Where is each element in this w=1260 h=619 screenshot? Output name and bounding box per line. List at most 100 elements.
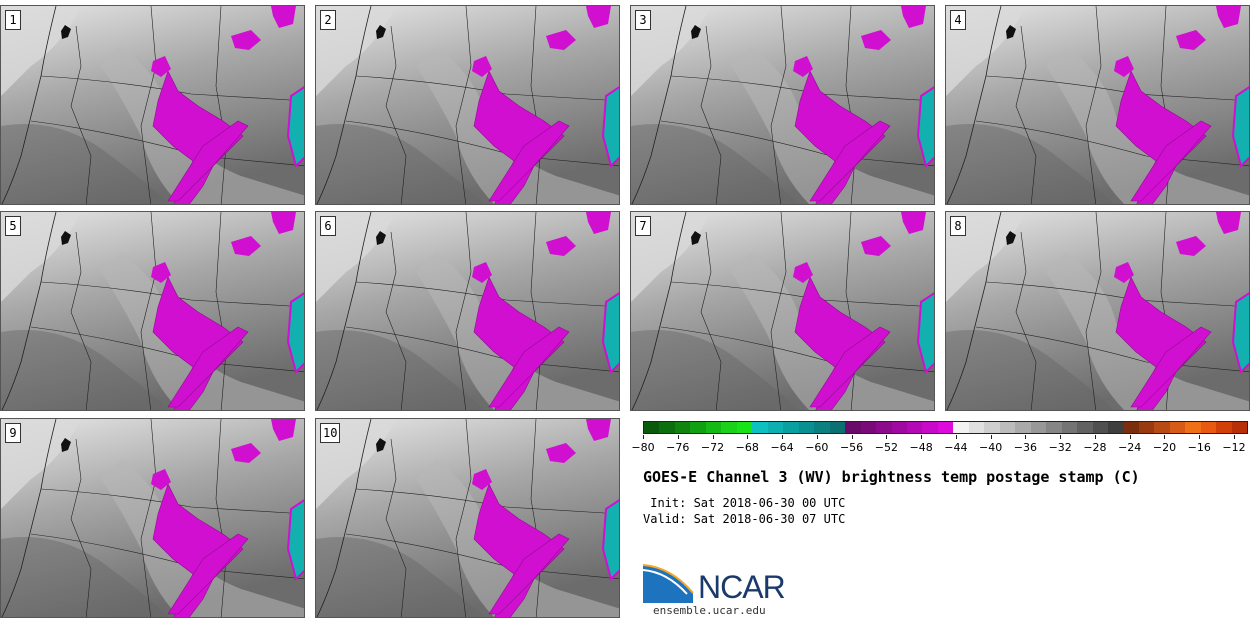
colorbar-segment: [690, 422, 706, 433]
colorbar-tick-label: −52: [874, 441, 898, 454]
colorbar-tick: [712, 435, 714, 439]
map-panel-3: 3: [630, 5, 935, 205]
panel-number-label: 9: [5, 423, 21, 443]
colorbar-segment: [1015, 422, 1031, 433]
water-vapor-map: [1, 212, 304, 410]
colorbar-segment: [1231, 422, 1248, 433]
map-panel-7: 7: [630, 211, 935, 411]
colorbar-tick-label: −76: [666, 441, 690, 454]
colorbar-segment: [736, 422, 753, 433]
colorbar-tick-label: −28: [1083, 441, 1107, 454]
water-vapor-map: [316, 6, 619, 204]
colorbar-tick: [782, 435, 784, 439]
panel-number-label: 7: [635, 216, 651, 236]
water-vapor-map: [1, 6, 304, 204]
colorbar-ticks: −80 −76 −72 −68 −64 −60 −56 −52 −48 −44 −40 −36 −32−…: [631, 435, 1248, 455]
colorbar-segment: [968, 422, 985, 433]
colorbar-tick-label: −24: [1118, 441, 1142, 454]
colorbar-segment: [1092, 422, 1109, 433]
colorbar-segment: [1216, 422, 1232, 433]
colorbar-segment: [752, 422, 768, 433]
water-vapor-map: [1, 419, 304, 617]
colorbar-segment: [1200, 422, 1217, 433]
water-vapor-map: [316, 419, 619, 617]
colorbar-tick-label: −56: [839, 441, 864, 454]
colorbar-segment: [721, 422, 737, 433]
colorbar-segment: [1169, 422, 1186, 433]
ncar-logo-icon: [643, 564, 694, 603]
init-time: Init: Sat 2018-06-30 00 UTC: [643, 496, 846, 510]
colorbar-tick: [1234, 435, 1235, 439]
colorbar-tick: [816, 435, 818, 439]
colorbar-segment: [999, 422, 1016, 433]
water-vapor-map: [631, 6, 934, 204]
colorbar-tick: [886, 435, 888, 439]
colorbar-segment: [767, 422, 784, 433]
colorbar-tick: [1060, 435, 1062, 439]
colorbar-segment: [705, 422, 722, 433]
colorbar-tick: [1164, 435, 1166, 439]
map-panel-9: 9: [0, 418, 305, 618]
valid-time: Valid: Sat 2018-06-30 07 UTC: [643, 512, 846, 526]
colorbar-segment: [953, 422, 969, 433]
colorbar-tick-label: −12: [1222, 441, 1246, 454]
colorbar-segment: [829, 422, 846, 433]
panel-number-label: 6: [320, 216, 336, 236]
colorbar-segment: [845, 422, 861, 433]
colorbar-tick: [921, 435, 923, 439]
colorbar-tick: [643, 435, 644, 439]
logo-text: NCAR: [698, 569, 786, 605]
water-vapor-map: [631, 212, 934, 410]
colorbar-tick: [1199, 435, 1201, 439]
map-panel-2: 2: [315, 5, 620, 205]
colorbar-segment: [1077, 422, 1093, 433]
figure-title: GOES-E Channel 3 (WV) brightness temp po…: [643, 468, 1140, 486]
colorbar-tick: [1025, 435, 1027, 439]
colorbar-segment: [1046, 422, 1062, 433]
colorbar-segment: [1185, 422, 1201, 433]
colorbar-segment: [1154, 422, 1170, 433]
panel-number-label: 1: [5, 10, 21, 30]
colorbar-segment: [876, 422, 892, 433]
colorbar-tick-label: −40: [979, 441, 1003, 454]
colorbar-segment: [1030, 422, 1047, 433]
panel-number-label: 5: [5, 216, 21, 236]
colorbar-tick: [990, 435, 992, 439]
panel-number-label: 4: [950, 10, 966, 30]
colorbar-segment: [1061, 422, 1078, 433]
colorbar-tick-label: −60: [805, 441, 829, 454]
colorbar-segment: [984, 422, 1000, 433]
colorbar-tick: [851, 435, 853, 439]
colorbar-tick: [955, 435, 957, 439]
colorbar-segment: [644, 422, 660, 433]
colorbar-tick-label: −16: [1187, 441, 1211, 454]
colorbar-segment: [798, 422, 815, 433]
colorbar-tick: [1129, 435, 1131, 439]
colorbar-segment: [1139, 422, 1155, 433]
colorbar-tick-label: −68: [735, 441, 759, 454]
colorbar-tick-label: −48: [909, 441, 933, 454]
colorbar-segment: [1123, 422, 1139, 433]
colorbar-tick: [1094, 435, 1096, 439]
water-vapor-map: [946, 212, 1249, 410]
colorbar-segment: [891, 422, 907, 433]
map-panel-5: 5: [0, 211, 305, 411]
colorbar-segment: [659, 422, 675, 433]
colorbar-segment: [937, 422, 954, 433]
panel-number-label: 10: [320, 423, 341, 443]
water-vapor-map: [316, 212, 619, 410]
panel-number-label: 2: [320, 10, 336, 30]
colorbar-segment: [922, 422, 938, 433]
colorbar-segment: [674, 422, 691, 433]
panel-number-label: 3: [635, 10, 651, 30]
colorbar-tick-label: −72: [700, 441, 725, 454]
colorbar-tick: [747, 435, 749, 439]
colorbar-tick-label: −32: [1048, 441, 1072, 454]
colorbar-tick-label: −80: [631, 441, 655, 454]
footer-url: ensemble.ucar.edu: [653, 604, 766, 617]
map-panel-10: 10: [315, 418, 620, 618]
colorbar-segment: [906, 422, 923, 433]
panel-number-label: 8: [950, 216, 966, 236]
colorbar-segment: [814, 422, 830, 433]
colorbar-tick-label: −20: [1152, 441, 1177, 454]
